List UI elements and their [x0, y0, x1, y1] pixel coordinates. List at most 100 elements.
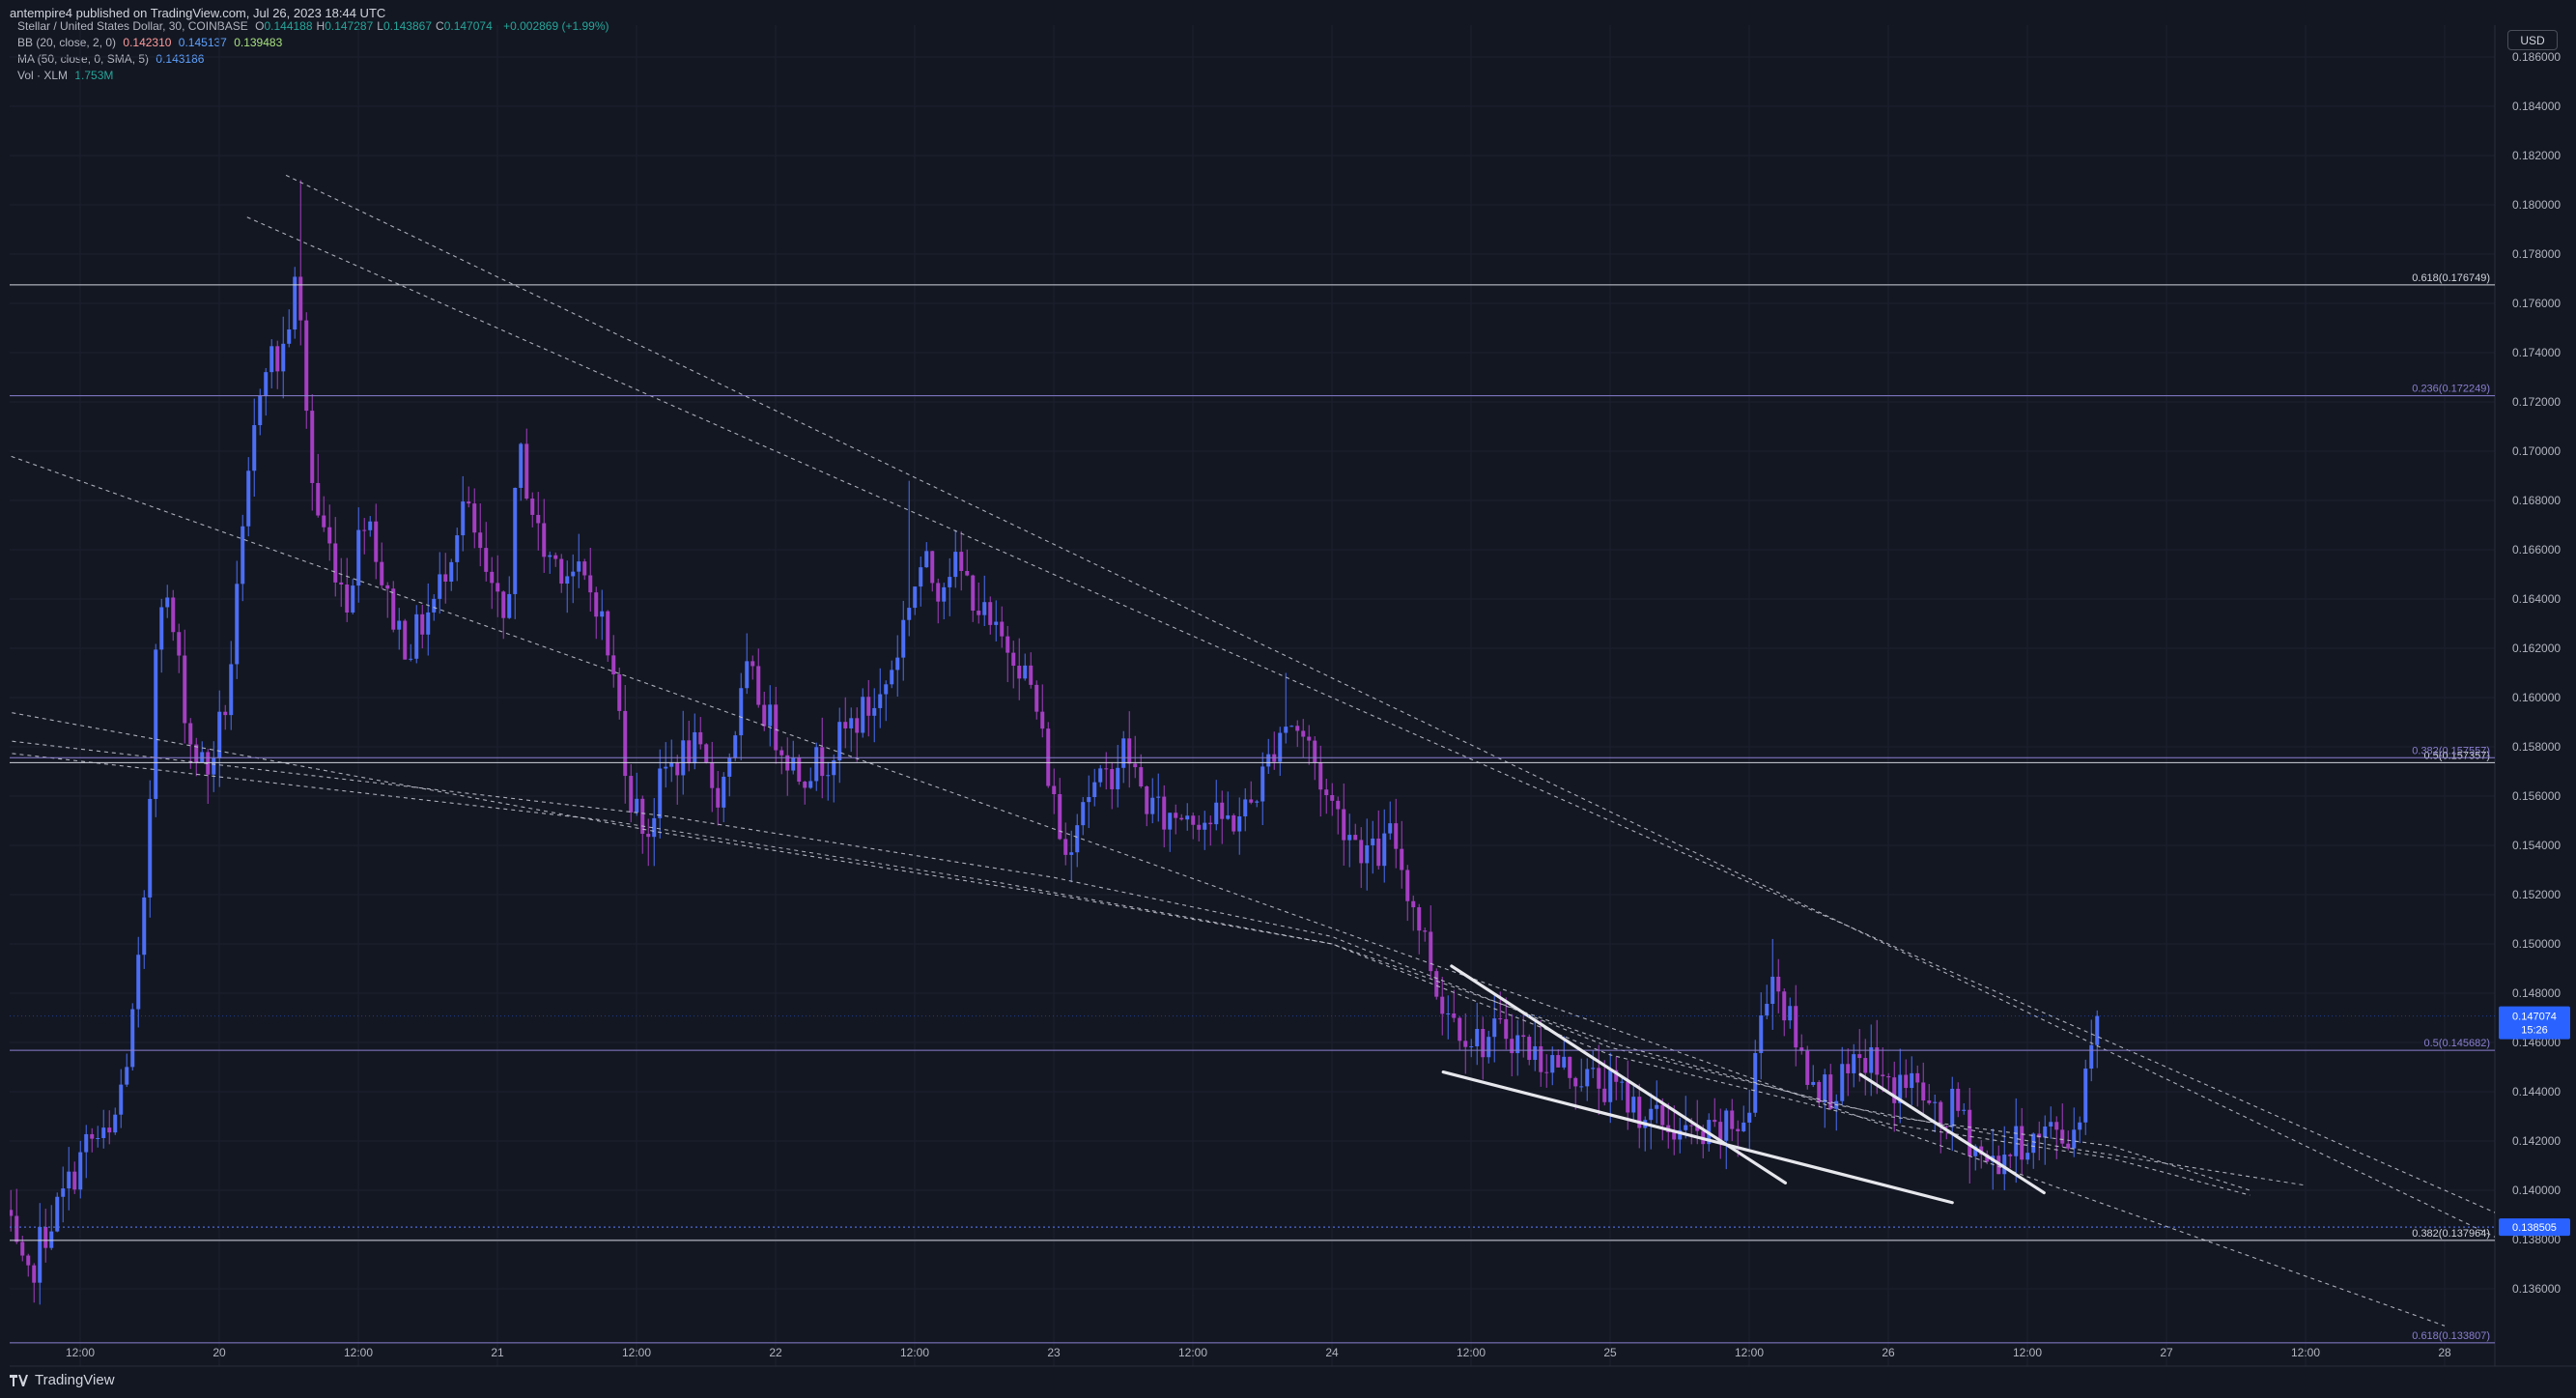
candle-body	[1301, 730, 1306, 737]
candle-body	[258, 395, 263, 426]
tradingview-footer[interactable]: TradingView	[10, 1372, 115, 1388]
candle-body	[1939, 1101, 1943, 1127]
bb-legend[interactable]: BB (20, close, 2, 0) 0.142310 0.145137 0…	[17, 36, 286, 49]
fib-level-label: 0.382(0.157557)	[2412, 745, 2490, 756]
candle-body	[1637, 1097, 1642, 1128]
time-tick-label: 12:00	[1178, 1346, 1207, 1359]
candle-body	[745, 661, 750, 689]
candle-body	[1324, 789, 1329, 796]
price-tick-label: 0.138000	[2512, 1233, 2561, 1246]
candle-body	[1411, 900, 1416, 908]
candle-body	[1278, 732, 1283, 762]
volume-legend[interactable]: Vol · XLM 1.753M	[17, 69, 117, 82]
candle-body	[304, 320, 309, 412]
candle-body	[84, 1133, 89, 1153]
candle-body	[438, 574, 442, 599]
ohlc-value-c: 0.147074	[443, 19, 493, 33]
candle-body	[820, 747, 825, 777]
candle-body	[1817, 1081, 1822, 1102]
dashed-trendline	[10, 740, 2250, 1191]
dashed-trendline	[10, 753, 2307, 1186]
candle-body	[1573, 1077, 1578, 1087]
candle-body	[1904, 1074, 1909, 1089]
candle-body	[426, 612, 431, 635]
bb-basis: 0.142310	[123, 36, 172, 49]
candle-body	[1875, 1047, 1880, 1075]
candle-body	[1776, 976, 1781, 992]
candle-body	[948, 577, 952, 587]
candle-body	[1220, 802, 1225, 819]
ma-legend[interactable]: MA (50, close, 0, SMA, 5) 0.143186	[17, 52, 208, 66]
candle-body	[1429, 931, 1433, 972]
candle-body	[1927, 1100, 1932, 1103]
candle-body	[281, 343, 286, 372]
candle-body	[1857, 1054, 1862, 1059]
candle-body	[664, 766, 668, 769]
candle-body	[107, 1127, 112, 1133]
candle-body	[1463, 1041, 1468, 1047]
fib-level-label: 0.618(0.133807)	[2412, 1330, 2490, 1342]
candle-body	[1168, 813, 1173, 830]
candle-body	[1788, 1006, 1793, 1021]
ohlc-key-c: C	[436, 19, 444, 33]
time-tick-label: 12:00	[2291, 1346, 2320, 1359]
time-tick-label: 22	[769, 1346, 782, 1359]
bb-upper: 0.145137	[178, 36, 227, 49]
candle-body	[1243, 799, 1248, 816]
candle-body	[1098, 768, 1103, 783]
candle-body	[750, 661, 755, 667]
candle-body	[826, 775, 831, 777]
candle-body	[183, 655, 187, 724]
candle-body	[1266, 754, 1271, 767]
candle-body	[1863, 1058, 1868, 1073]
candle-body	[1840, 1064, 1845, 1101]
symbol-legend[interactable]: Stellar / United States Dollar, 30, COIN…	[17, 19, 613, 33]
price-tick-label: 0.186000	[2512, 50, 2561, 64]
candle-body	[548, 555, 552, 557]
candle-body	[339, 582, 344, 585]
candle-body	[646, 834, 651, 838]
candle-body	[1295, 726, 1300, 731]
candle-body	[1330, 795, 1335, 801]
candle-body	[1231, 814, 1236, 832]
candle-body	[803, 782, 807, 788]
ohlc-key-h: H	[316, 19, 326, 33]
candle-body	[1510, 1039, 1514, 1054]
candle-body	[443, 574, 448, 582]
candle-body	[1162, 796, 1167, 830]
candle-body	[1539, 1045, 1543, 1072]
candle-body	[119, 1084, 124, 1115]
candle-body	[241, 526, 245, 585]
candle-body	[1765, 1004, 1769, 1015]
candle-body	[1255, 801, 1260, 803]
candle-body	[1336, 800, 1341, 810]
candle-body	[1260, 766, 1265, 802]
candle-body	[229, 664, 234, 716]
candle-body	[1730, 1110, 1735, 1129]
fib-level-label: 0.5(0.157357)	[2424, 750, 2491, 761]
candle-body	[919, 567, 923, 587]
candle-body	[362, 529, 367, 531]
price-tick-label: 0.164000	[2512, 592, 2561, 606]
candle-body	[1852, 1054, 1856, 1073]
bar-countdown-label: 15:26	[2521, 1025, 2548, 1037]
fib-level-label: 0.236(0.172249)	[2412, 384, 2490, 395]
price-tick-label: 0.180000	[2512, 198, 2561, 212]
candle-body	[1886, 1075, 1891, 1078]
time-tick-label: 12:00	[900, 1346, 929, 1359]
candle-body	[391, 588, 396, 630]
candle-body	[1156, 796, 1161, 798]
change-value: +0.002869 (+1.99%)	[503, 19, 609, 33]
candle-body	[582, 561, 587, 576]
dashed-trendline	[10, 455, 2446, 1327]
candle-body	[1011, 652, 1016, 667]
candle-body	[1898, 1074, 1903, 1103]
currency-button[interactable]: USD	[2507, 30, 2558, 50]
candle-body	[808, 781, 813, 788]
candle-body	[1289, 726, 1294, 728]
candle-body	[1417, 907, 1422, 931]
candle-body	[154, 649, 158, 799]
candle-body	[959, 552, 964, 571]
candle-body	[264, 372, 269, 396]
